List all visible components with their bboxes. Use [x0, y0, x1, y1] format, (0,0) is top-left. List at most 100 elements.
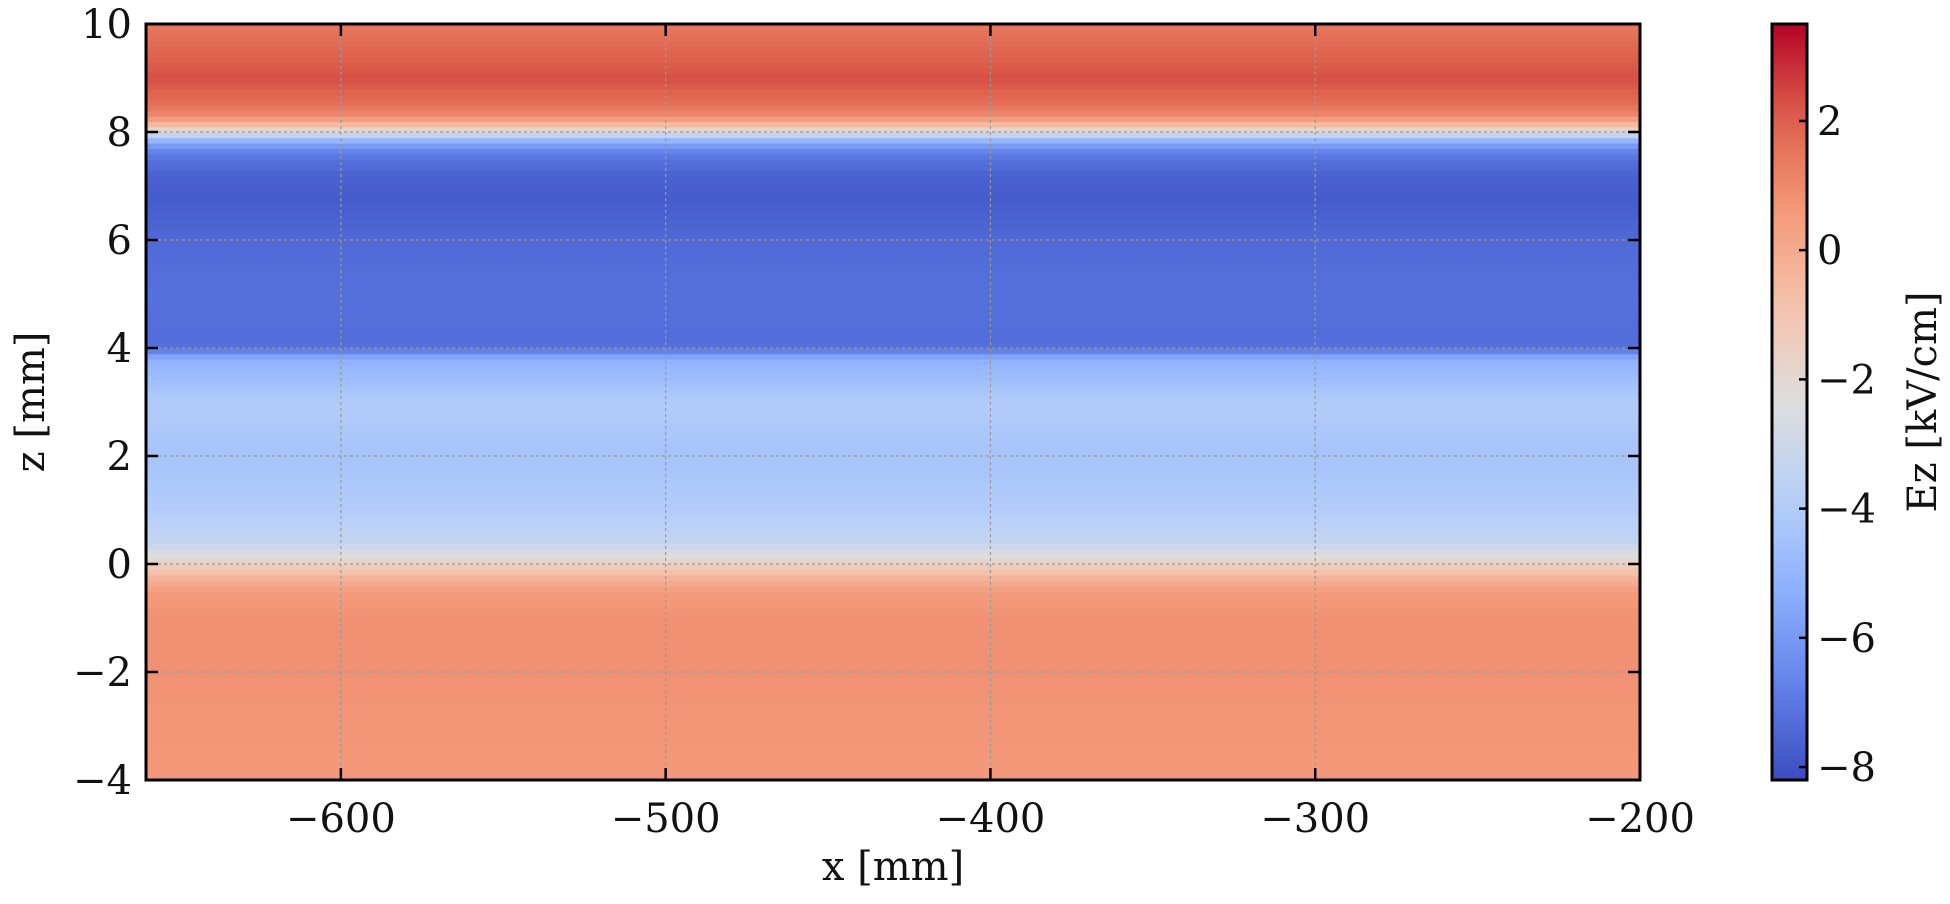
x-axis: −600 −500 −400 −300 −200 [286, 24, 1695, 842]
x-axis-label: x [mm] [822, 844, 964, 890]
heatmap-band [146, 677, 1640, 684]
heatmap-band [146, 159, 1640, 166]
colorbar-tick-label: −4 [1817, 487, 1876, 533]
heatmap-band [146, 585, 1640, 592]
y-axis: −4 −2 0 2 4 6 8 10 [73, 2, 1640, 804]
heatmap-band [146, 326, 1640, 333]
heatmap-band [146, 418, 1640, 425]
heatmap-band [146, 531, 1640, 538]
heatmap-band [146, 358, 1640, 365]
heatmap-band [146, 78, 1640, 85]
heatmap-band [146, 94, 1640, 101]
heatmap-band [146, 493, 1640, 500]
heatmap-band [146, 526, 1640, 533]
heatmap-band [146, 693, 1640, 700]
heatmap-band [146, 688, 1640, 695]
heatmap-band [146, 402, 1640, 409]
heatmap-band [146, 618, 1640, 625]
y-tick-label: 10 [81, 2, 132, 48]
heatmap-band [146, 429, 1640, 436]
heatmap-band [146, 321, 1640, 328]
heatmap-band [146, 272, 1640, 279]
heatmap-band [146, 596, 1640, 603]
heatmap-band [146, 148, 1640, 155]
heatmap-band [146, 277, 1640, 284]
heatmap-band [146, 407, 1640, 414]
heatmap-band [146, 747, 1640, 754]
heatmap-band [146, 142, 1640, 149]
heatmap-band [146, 645, 1640, 652]
heatmap-field [146, 24, 1640, 780]
heatmap-band [146, 601, 1640, 608]
heatmap-band [146, 731, 1640, 738]
colorbar-ticks: −8 −6 −4 −2 0 2 [1799, 99, 1876, 791]
heatmap-band [146, 769, 1640, 776]
heatmap-band [146, 758, 1640, 765]
y-tick-label: 2 [107, 434, 132, 480]
heatmap-band [146, 196, 1640, 203]
heatmap-band [146, 742, 1640, 749]
heatmap-band [146, 461, 1640, 468]
heatmap-band [146, 218, 1640, 225]
heatmap-band [146, 439, 1640, 446]
heatmap-band [146, 515, 1640, 522]
heatmap-band [146, 412, 1640, 419]
heatmap-band [146, 639, 1640, 646]
heatmap-band [146, 650, 1640, 657]
colorbar-tick-label: −2 [1817, 357, 1876, 403]
heatmap-band [146, 88, 1640, 95]
heatmap-band [146, 245, 1640, 252]
heatmap-band [146, 510, 1640, 517]
heatmap-band [146, 607, 1640, 614]
colorbar-tick-label: −8 [1817, 745, 1876, 791]
heatmap-band [146, 477, 1640, 484]
heatmap-band [146, 24, 1640, 31]
heatmap-band [146, 553, 1640, 560]
heatmap-band [146, 191, 1640, 198]
heatmap-band [146, 40, 1640, 47]
heatmap-band [146, 169, 1640, 176]
heatmap-band [146, 110, 1640, 117]
heatmap-band [146, 634, 1640, 641]
heatmap-band [146, 250, 1640, 257]
heatmap-band [146, 488, 1640, 495]
heatmap-band [146, 520, 1640, 527]
heatmap-band [146, 736, 1640, 743]
x-tick-label: −200 [1585, 796, 1695, 842]
y-tick-label: 0 [107, 542, 132, 588]
heatmap-band [146, 34, 1640, 41]
heatmap-band [146, 666, 1640, 673]
heatmap-band [146, 380, 1640, 387]
heatmap-band [146, 661, 1640, 668]
heatmap-band [146, 223, 1640, 230]
heatmap-band [146, 709, 1640, 716]
y-tick-label: −4 [73, 758, 132, 804]
heatmap-band [146, 234, 1640, 241]
heatmap-band [146, 591, 1640, 598]
heatmap-band [146, 29, 1640, 36]
heatmap-band [146, 164, 1640, 171]
heatmap-band [146, 580, 1640, 587]
heatmap-band [146, 299, 1640, 306]
heatmap-band [146, 472, 1640, 479]
heatmap-band [146, 623, 1640, 630]
heatmap-band [146, 574, 1640, 581]
colorbar-tick-label: 2 [1817, 99, 1842, 145]
heatmap-band [146, 256, 1640, 263]
heatmap-band [146, 456, 1640, 463]
heatmap-band [146, 207, 1640, 214]
heatmap-band [146, 288, 1640, 295]
heatmap-band [146, 105, 1640, 112]
heatmap-band [146, 391, 1640, 398]
heatmap-band [146, 699, 1640, 706]
heatmap-band [146, 753, 1640, 760]
heatmap-band [146, 499, 1640, 506]
x-tick-label: −600 [286, 796, 396, 842]
heatmap-band [146, 310, 1640, 317]
x-tick-label: −500 [611, 796, 721, 842]
heatmap-band [146, 229, 1640, 236]
heatmap-band [146, 655, 1640, 662]
heatmap-band [146, 72, 1640, 79]
heatmap-band [146, 51, 1640, 58]
